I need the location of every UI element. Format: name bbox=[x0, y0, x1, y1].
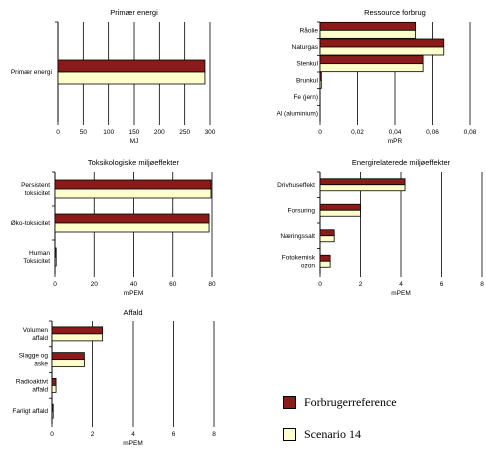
tick-label: 300 bbox=[205, 129, 216, 136]
tick-label: 0 bbox=[318, 129, 322, 136]
bar-forbruger bbox=[54, 247, 57, 258]
bar-scenario bbox=[57, 71, 206, 85]
x-axis-label: MJ bbox=[130, 138, 139, 145]
bar-forbruger bbox=[319, 229, 335, 237]
bar-scenario bbox=[319, 63, 424, 73]
category-label: Råolie bbox=[300, 26, 319, 34]
tick-label: 20 bbox=[91, 281, 99, 288]
tick-label: 0,02 bbox=[351, 129, 364, 136]
chart-primaer: Primær energi 0 50 100 150 200 250 300 MJ Primær … bbox=[11, 8, 216, 145]
bar-scenario bbox=[51, 410, 54, 419]
chart-toksiko: Toksikologiske miljøeffekter 0 20 40 60 80 mPE… bbox=[11, 158, 216, 297]
tick-label: 50 bbox=[80, 129, 88, 136]
chart-title: Energirelaterede miljøeffekter bbox=[352, 158, 451, 167]
bar-scenario bbox=[319, 260, 331, 268]
tick-label: 8 bbox=[480, 281, 484, 288]
bar-forbruger bbox=[51, 377, 57, 386]
bar-forbruger bbox=[319, 203, 361, 211]
chart-affald: Affald 0 2 4 6 8 mPEM Volumen affald Slagge og ask… bbox=[12, 308, 216, 447]
category-label: Fotokemisk ozon bbox=[282, 254, 316, 269]
tick-label: 0,06 bbox=[426, 129, 439, 136]
tick-label: 2 bbox=[359, 281, 363, 288]
chart-energi: Energirelaterede miljøeffekter 0 2 4 6 8 mPEM D… bbox=[277, 158, 484, 297]
legend-item-scenario: Scenario 14 bbox=[283, 427, 361, 442]
tick-label: 0 bbox=[56, 129, 60, 136]
bar-forbruger bbox=[319, 38, 445, 48]
category-label: Human Toksicitet bbox=[23, 250, 50, 265]
tick-label: 250 bbox=[179, 129, 190, 136]
bar-scenario bbox=[319, 79, 322, 89]
bar-forbruger bbox=[51, 326, 104, 335]
bar-scenario bbox=[51, 333, 104, 342]
bar-forbruger bbox=[319, 71, 322, 81]
bar-forbruger bbox=[319, 21, 417, 31]
tick-label: 0 bbox=[50, 431, 54, 438]
category-label: Øko-toksicitet bbox=[11, 220, 51, 227]
tick-label: 100 bbox=[103, 129, 114, 136]
tick-label: 6 bbox=[440, 281, 444, 288]
tick-label: 6 bbox=[172, 431, 176, 438]
tick-label: 0 bbox=[53, 281, 57, 288]
category-label: Radioaktivt affald bbox=[16, 378, 49, 393]
tick-label: 200 bbox=[154, 129, 165, 136]
category-label: Farligt affald bbox=[12, 408, 48, 415]
category-label: Drivhuseffekt bbox=[277, 182, 315, 189]
tick-label: 0,08 bbox=[464, 129, 477, 136]
x-axis-label: mPEM bbox=[123, 440, 143, 447]
legend-swatch-forbruger bbox=[283, 396, 296, 409]
chart-title: Toksikologiske miljøeffekter bbox=[88, 158, 180, 167]
bar-forbruger bbox=[319, 55, 424, 65]
bar-forbruger bbox=[57, 59, 206, 73]
legend-swatch-scenario bbox=[283, 428, 296, 441]
bar-forbruger bbox=[51, 403, 54, 412]
tick-label: 8 bbox=[212, 431, 216, 438]
chart-title: Ressource forbrug bbox=[364, 8, 426, 17]
legend-label-scenario: Scenario 14 bbox=[304, 427, 361, 441]
category-label: Brunkul bbox=[296, 77, 319, 84]
bar-scenario bbox=[51, 359, 85, 368]
bar-scenario bbox=[54, 222, 210, 233]
bar-scenario bbox=[51, 384, 57, 393]
bar-scenario bbox=[319, 235, 335, 243]
legend-label-forbruger: Forbrugerreference bbox=[304, 395, 397, 409]
bar-forbruger bbox=[319, 254, 331, 262]
category-label: Forsuring bbox=[288, 207, 316, 214]
bar-forbruger bbox=[54, 213, 210, 224]
bar-scenario bbox=[319, 46, 445, 56]
tick-label: 150 bbox=[129, 129, 140, 136]
tick-label: 0,04 bbox=[389, 129, 402, 136]
bar-forbruger bbox=[54, 179, 212, 190]
chart-ressource: Ressource forbrug 0 0,02 0,04 0,06 0,08 mPR Råo… bbox=[276, 8, 476, 145]
chart-title: Primær energi bbox=[110, 8, 158, 17]
bar-scenario bbox=[54, 256, 57, 267]
tick-label: 0 bbox=[318, 281, 322, 288]
x-axis-label: mPR bbox=[388, 138, 403, 145]
tick-label: 4 bbox=[131, 431, 135, 438]
category-label: Al (aluminium) bbox=[276, 111, 318, 118]
category-label: Primær energi bbox=[11, 69, 52, 76]
bar-scenario bbox=[319, 29, 417, 39]
bar-scenario bbox=[319, 209, 361, 217]
legend-item-forbruger: Forbrugerreference bbox=[283, 395, 397, 410]
category-label: Naturgas bbox=[292, 44, 319, 51]
category-label: Persistent toksicitet bbox=[21, 182, 50, 197]
category-label: Slagge og aske bbox=[19, 353, 49, 368]
bar-scenario bbox=[54, 188, 212, 199]
tick-label: 2 bbox=[91, 431, 95, 438]
category-label: Næringssalt bbox=[280, 233, 315, 240]
category-label: Volumen affald bbox=[23, 327, 49, 342]
bar-forbruger bbox=[319, 178, 406, 186]
tick-label: 40 bbox=[130, 281, 138, 288]
chart-title: Affald bbox=[123, 308, 142, 317]
tick-label: 4 bbox=[399, 281, 403, 288]
x-axis-label: mPEM bbox=[391, 290, 411, 297]
tick-label: 80 bbox=[208, 281, 216, 288]
category-label: Fe (jern) bbox=[293, 94, 318, 101]
x-axis-label: mPEM bbox=[124, 290, 144, 297]
bar-scenario bbox=[319, 184, 406, 192]
bar-forbruger bbox=[51, 352, 85, 361]
tick-label: 60 bbox=[169, 281, 177, 288]
category-label: Stenkul bbox=[296, 61, 318, 68]
